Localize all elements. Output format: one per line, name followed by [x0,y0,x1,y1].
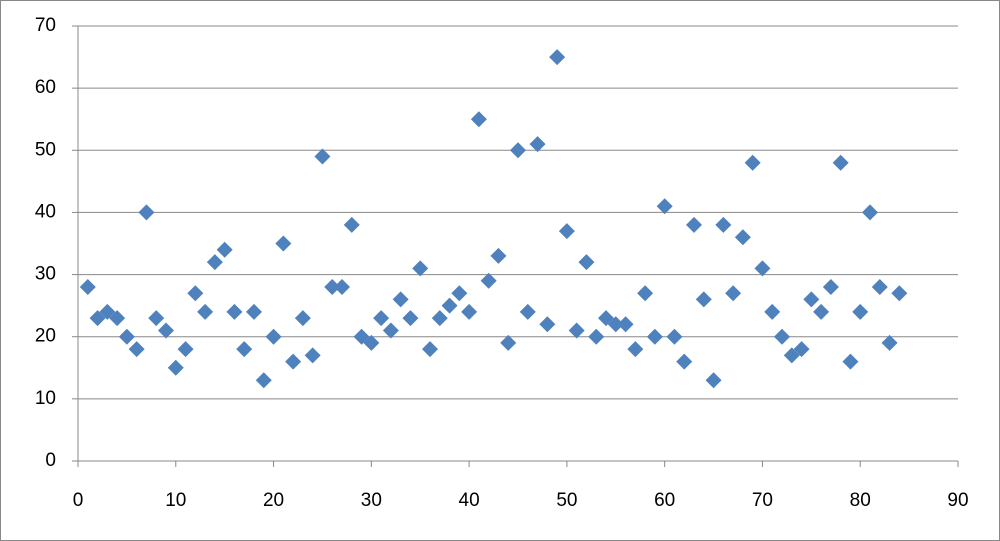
x-tick-label: 70 [752,490,773,511]
x-tick-label: 50 [556,490,577,511]
data-point [871,279,888,295]
data-point [363,334,380,351]
data-point [588,328,605,345]
data-point [441,297,458,314]
data-point [510,142,526,159]
data-point [676,353,693,370]
data-point [187,285,204,302]
y-tick-label: 20 [35,326,56,347]
data-point [529,136,546,153]
data-point [832,154,849,171]
data-point [197,303,214,320]
data-point [862,204,878,221]
data-point [265,328,282,345]
y-tick-label: 30 [35,264,56,285]
data-point [686,216,702,233]
data-point [451,285,468,302]
data-point [373,310,390,327]
data-point [255,372,272,389]
data-point [470,111,487,128]
data-point [206,254,223,271]
data-point [412,260,429,277]
data-point [314,148,331,165]
x-tick-label: 40 [459,490,480,511]
data-point [891,285,908,302]
data-point [852,303,869,320]
data-point [480,272,497,289]
data-point [558,223,575,240]
data-point [226,303,243,320]
data-point [578,254,595,271]
data-point [118,328,135,345]
data-point [607,316,624,333]
x-tick-label: 90 [947,490,968,511]
data-point [793,341,810,358]
data-point [138,204,155,221]
data-point [734,229,751,246]
data-point [539,316,556,333]
data-point [705,372,722,389]
data-point [148,310,165,327]
data-point [392,291,409,308]
data-point [637,285,654,302]
data-point [627,341,644,358]
x-tick-label: 20 [263,490,284,511]
data-point [519,303,536,320]
data-point [813,303,830,320]
data-point [725,285,742,302]
y-tick-label: 60 [35,77,56,98]
data-point [803,291,820,308]
data-point [774,328,790,345]
data-point [294,310,311,327]
x-tick-label: 80 [850,490,871,511]
x-tick-label: 10 [165,490,186,511]
data-point [490,247,507,264]
data-point [109,310,126,327]
data-point [285,353,302,370]
data-point [236,341,253,358]
data-point [695,291,712,308]
data-point [744,154,761,171]
y-tick-label: 50 [35,139,56,160]
data-point [128,341,145,358]
data-point [617,316,634,333]
data-point [177,341,194,358]
data-point [158,322,174,339]
data-point [216,241,233,258]
data-point [246,303,262,320]
data-point [646,328,663,345]
y-tick-label: 10 [35,388,56,409]
data-point [304,347,321,364]
x-tick-label: 60 [654,490,675,511]
data-point [549,49,566,66]
data-point [343,216,360,233]
data-point [764,303,781,320]
data-point [822,279,839,295]
data-point [324,279,341,295]
data-point [842,353,859,370]
data-point [334,279,350,295]
data-point [167,359,184,376]
data-point [881,334,898,351]
x-tick-label: 30 [361,490,382,511]
data-point [79,279,96,295]
data-point [422,341,438,358]
data-point [461,303,478,320]
data-point [715,216,732,233]
data-point [754,260,771,277]
data-point [431,310,448,327]
data-point [382,322,399,339]
y-tick-label: 0 [45,450,56,471]
data-point [666,328,683,345]
y-tick-label: 70 [35,15,56,36]
data-point [402,310,419,327]
y-tick-label: 40 [35,201,56,222]
data-point [656,198,673,215]
x-tick-label: 0 [73,490,84,511]
data-point [568,322,585,339]
data-point [275,235,292,252]
data-point [500,334,517,351]
